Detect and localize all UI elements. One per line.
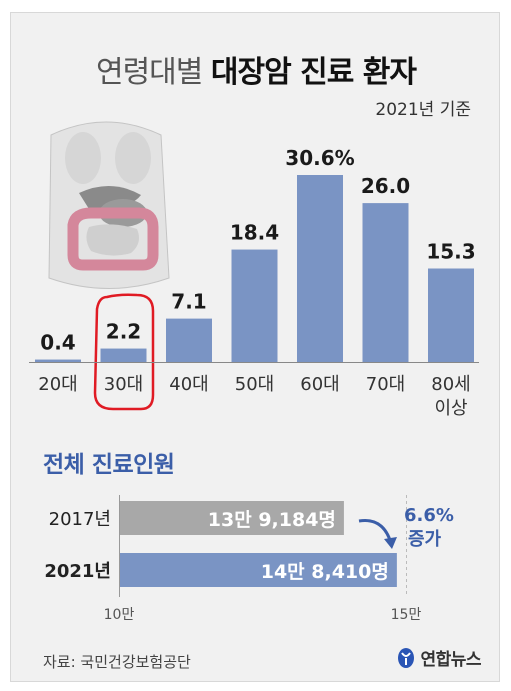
- x-tick-label-0: 20대: [38, 374, 77, 395]
- page-title: 연령대별 대장암 진료 환자: [11, 47, 499, 91]
- x-tick-label-2: 40대: [169, 374, 208, 395]
- age-bar-chart: 0.4 20대 2.2 30대 7.1 40대 18.4 50대 30.6% 60대 26.0 70대…: [29, 121, 479, 623]
- bar-0: [35, 359, 81, 362]
- bar-6: [428, 268, 474, 362]
- total-value-label-0: 13만 9,184명: [208, 509, 336, 531]
- x-tick-label-4: 60대: [300, 374, 339, 395]
- bar-value-label-5: 26.0: [361, 174, 410, 198]
- x-tick-label-6: 80세: [431, 374, 470, 395]
- x-tick-label-6-line1: 이상: [434, 398, 467, 419]
- anatomy-illustration: [48, 121, 170, 289]
- increase-percent-label: 6.6%: [404, 505, 454, 526]
- bar-value-label-0: 0.4: [40, 331, 75, 355]
- basis-note: 2021년 기준: [375, 100, 471, 120]
- increase-word-label: 증가: [408, 529, 442, 550]
- total-bar-1: [119, 553, 397, 587]
- total-year-label-1: 2021년: [44, 561, 111, 582]
- total-tick-label-0: 10만: [104, 607, 135, 623]
- title-bold: 대장암 진료 환자: [210, 55, 417, 90]
- x-tick-label-5: 70대: [366, 374, 405, 395]
- highlight-circle: [93, 293, 155, 411]
- bar-1: [100, 348, 147, 362]
- x-tick-label-3: 50대: [235, 374, 274, 395]
- bar-4: [297, 175, 343, 362]
- total-title: 전체 진료인원: [43, 452, 175, 478]
- increase-arrow-head: [384, 537, 397, 549]
- bar-value-label-4: 30.6%: [285, 146, 354, 170]
- total-tick-label-1: 15만: [391, 607, 422, 623]
- x-tick-label-1: 30대: [104, 374, 143, 395]
- total-bars-group: 2017년 13만 9,184명 2021년 14만 8,410명 10만 15만 6.6%…: [44, 495, 454, 623]
- total-year-label-0: 2017년: [49, 509, 111, 530]
- yonhap-logo-icon: [398, 647, 415, 668]
- bar-value-label-1: 2.2: [106, 320, 141, 344]
- total-value-label-1: 14만 8,410명: [261, 561, 389, 583]
- bar-value-label-6: 15.3: [426, 240, 475, 264]
- bar-5: [362, 203, 409, 362]
- bar-3: [231, 249, 278, 362]
- yonhap-logo: 연합뉴스: [396, 645, 481, 670]
- bars-group: 0.4 20대 2.2 30대 7.1 40대 18.4 50대 30.6% 60대 26.0 70대…: [29, 146, 479, 419]
- infographic-card: 연령대별 대장암 진료 환자 2021년 기준 0.4 20대 2.2 30대 7.1 4…: [10, 12, 500, 682]
- bar-value-label-2: 7.1: [171, 290, 206, 314]
- bar-2: [166, 318, 212, 362]
- bar-value-label-3: 18.4: [230, 221, 279, 245]
- title-light: 연령대별: [95, 55, 203, 90]
- source-note: 자료: 국민건강보험공단: [43, 653, 191, 671]
- logo-text: 연합뉴스: [420, 650, 481, 670]
- total-bar-0: [119, 501, 344, 535]
